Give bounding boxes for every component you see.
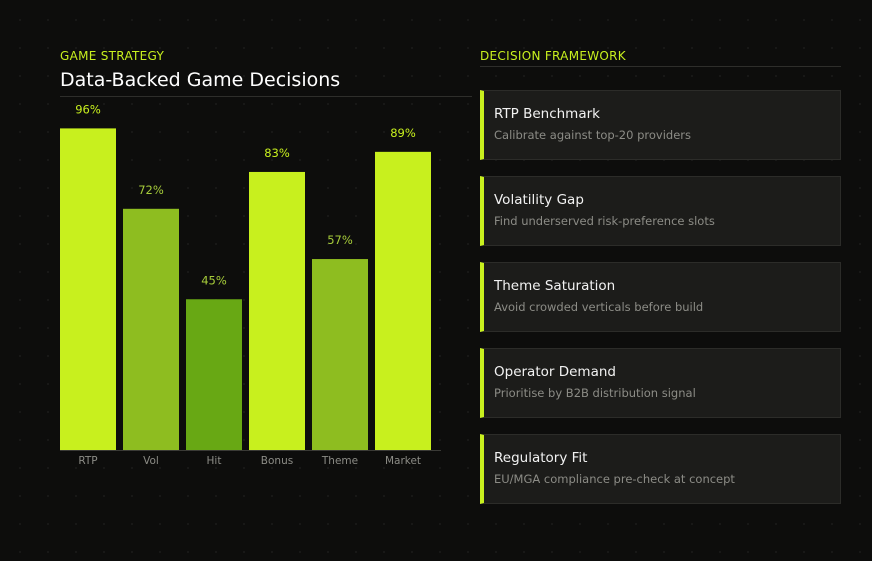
- bar-hit: [186, 299, 242, 450]
- bar-rtp: [60, 128, 116, 450]
- category-label-rtp: RTP: [78, 455, 97, 467]
- framework-card-operator-demand: Operator Demand Prioritise by B2B distri…: [480, 348, 841, 418]
- bars-layer: 96% RTP 72% Vol 45% Hit 83% Bonus 57% Theme 89% Mar…: [60, 102, 431, 467]
- bar-market: [375, 151, 431, 450]
- framework-card-rtp-benchmark: RTP Benchmark Calibrate against top-20 p…: [480, 90, 841, 160]
- card-title: Operator Demand: [494, 364, 616, 380]
- category-label-market: Market: [385, 455, 421, 467]
- card-description: Prioritise by B2B distribution signal: [494, 386, 696, 400]
- card-description: Avoid crowded verticals before build: [494, 300, 704, 314]
- category-label-hit: Hit: [207, 455, 222, 467]
- card-title: Regulatory Fit: [494, 450, 588, 466]
- bar-theme: [312, 259, 368, 450]
- value-label-hit: 45%: [201, 273, 227, 287]
- value-label-bonus: 83%: [264, 146, 290, 160]
- framework-card-theme-saturation: Theme Saturation Avoid crowded verticals…: [480, 262, 841, 332]
- framework-card-volatility-gap: Volatility Gap Find underserved risk-pre…: [480, 176, 841, 246]
- card-title: Volatility Gap: [494, 192, 584, 208]
- bar-bonus: [249, 171, 305, 450]
- framework-eyebrow: DECISION FRAMEWORK: [480, 49, 626, 63]
- card-title: RTP Benchmark: [494, 106, 600, 122]
- title-divider: [60, 96, 472, 97]
- value-label-rtp: 96%: [75, 102, 101, 116]
- category-label-vol: Vol: [143, 455, 159, 467]
- framework-divider: [480, 66, 841, 67]
- value-label-market: 89%: [390, 126, 416, 140]
- card-title: Theme Saturation: [494, 278, 616, 294]
- value-label-vol: 72%: [138, 183, 164, 197]
- card-description: Calibrate against top-20 providers: [494, 128, 692, 142]
- card-description: Find underserved risk-preference slots: [494, 214, 715, 228]
- framework-card-list: RTP Benchmark Calibrate against top-20 p…: [480, 90, 841, 520]
- page-title: Data-Backed Game Decisions: [60, 69, 341, 91]
- value-label-theme: 57%: [327, 233, 353, 247]
- chart-eyebrow: GAME STRATEGY: [60, 49, 165, 63]
- card-description: EU/MGA compliance pre-check at concept: [494, 472, 735, 486]
- bar-vol: [123, 208, 179, 450]
- bar-chart: 96% RTP 72% Vol 45% Hit 83% Bonus 57% Theme 89% Mar…: [60, 102, 441, 467]
- category-label-theme: Theme: [321, 455, 358, 467]
- framework-card-regulatory-fit: Regulatory Fit EU/MGA compliance pre-che…: [480, 434, 841, 504]
- category-label-bonus: Bonus: [261, 455, 293, 467]
